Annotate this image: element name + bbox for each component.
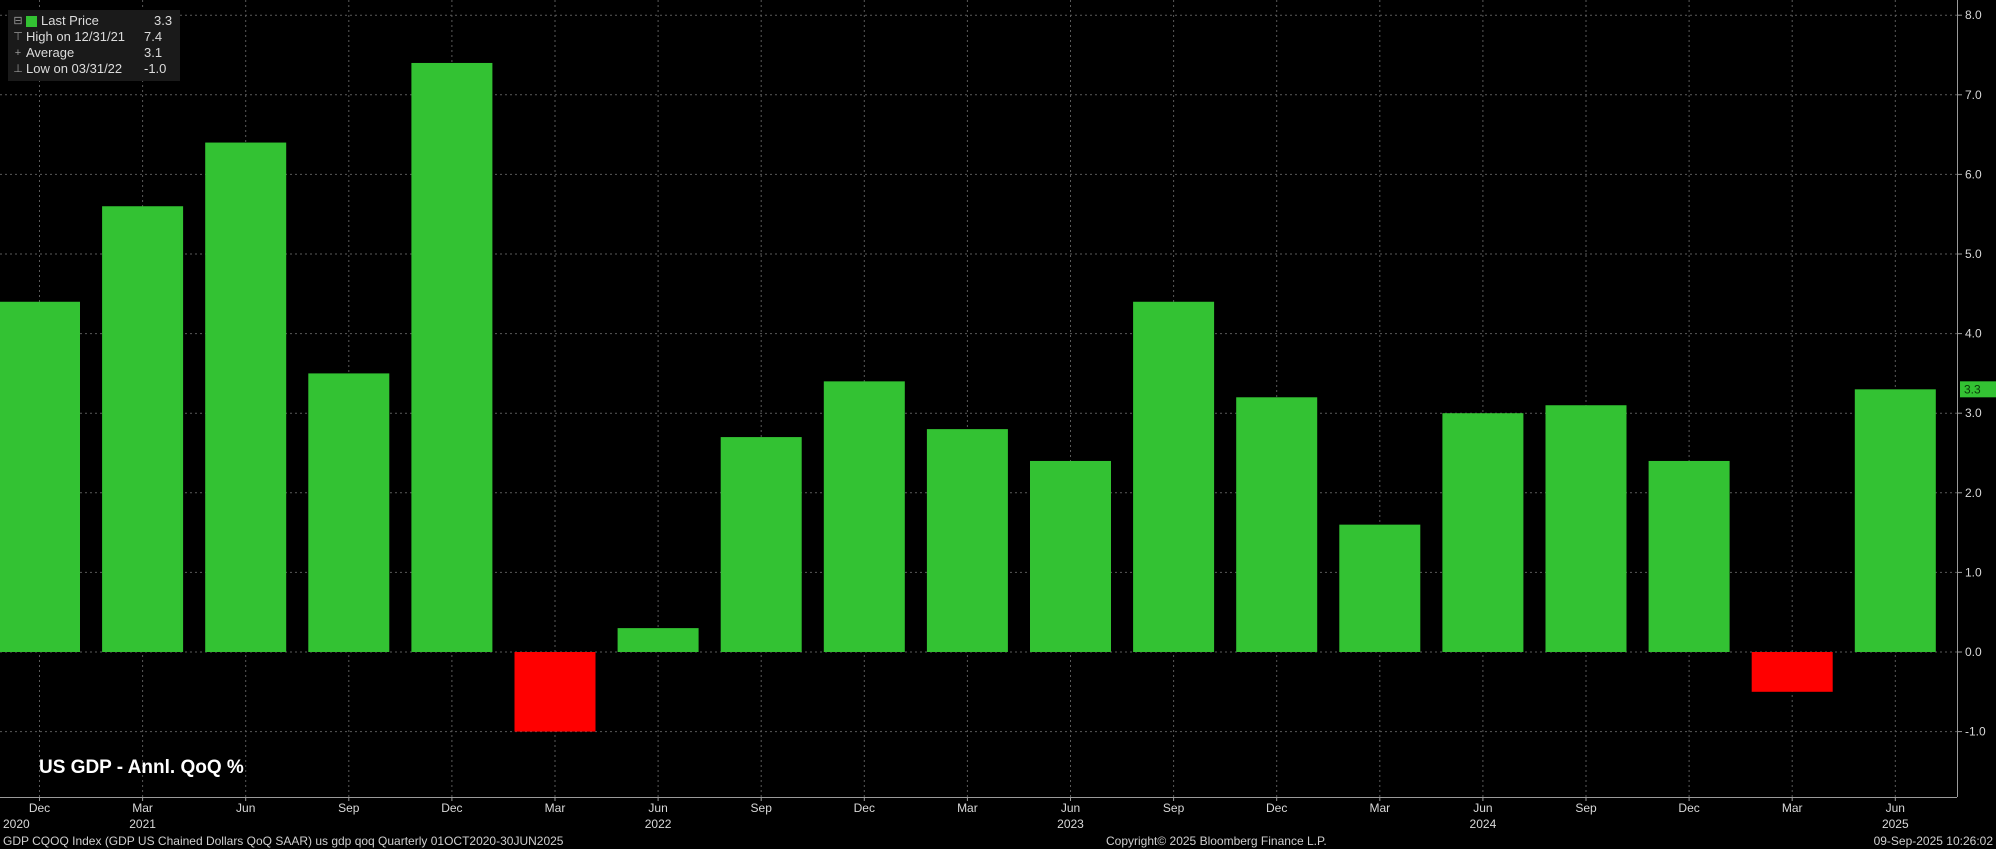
y-tick-label: 2.0 <box>1965 486 1982 500</box>
x-year-label: 2024 <box>1470 817 1497 831</box>
x-tick-label: Dec <box>854 801 875 815</box>
x-tick-label: Dec <box>441 801 462 815</box>
green-swatch-icon <box>26 15 37 27</box>
legend-average: + Average 3.1 <box>12 45 172 61</box>
y-tick-label: 7.0 <box>1965 88 1982 102</box>
legend-high-label: High on 12/31/21 <box>26 29 126 44</box>
bar <box>720 437 802 652</box>
bar <box>1751 652 1833 692</box>
x-year-label: 2021 <box>129 817 156 831</box>
footer-timestamp: 09-Sep-2025 10:26:02 <box>1873 834 1993 848</box>
legend-average-label: Average <box>26 45 75 60</box>
bar <box>308 373 390 652</box>
legend-high-value: 7.4 <box>144 29 163 44</box>
x-year-label: 2022 <box>645 817 672 831</box>
bar <box>411 62 493 652</box>
x-tick-label: Sep <box>338 801 360 815</box>
x-year-label: 2020 <box>3 817 30 831</box>
bar <box>1442 413 1524 652</box>
x-tick-label: Sep <box>1163 801 1185 815</box>
low-marker-icon: ⊥ <box>13 63 23 75</box>
bar <box>823 381 905 652</box>
x-tick-label: Jun <box>1473 801 1492 815</box>
legend-last-price: ⊟ Last Price 3.3 <box>12 13 172 29</box>
average-marker-icon: + <box>14 47 22 59</box>
x-tick-label: Mar <box>1782 801 1803 815</box>
x-year-label: 2025 <box>1882 817 1909 831</box>
y-tick-label: 0.0 <box>1965 645 1982 659</box>
x-tick-label: Sep <box>751 801 773 815</box>
bar <box>1545 405 1627 652</box>
bar <box>1236 397 1318 652</box>
bar <box>1030 460 1111 652</box>
x-tick-label: Mar <box>1369 801 1390 815</box>
high-marker-icon: ⊤ <box>13 31 23 43</box>
bar <box>1339 524 1421 652</box>
x-year-label: 2023 <box>1057 817 1084 831</box>
legend-last-price-value: 3.3 <box>154 13 173 28</box>
legend-last-price-label: Last Price <box>41 13 99 28</box>
last-value-marker <box>1960 381 1996 398</box>
footer-copyright: Copyright© 2025 Bloomberg Finance L.P. <box>1106 834 1327 848</box>
bar <box>514 652 596 732</box>
x-tick-label: Jun <box>1061 801 1080 815</box>
chart-title: US GDP - Annl. QoQ % <box>39 757 244 778</box>
bar <box>1648 460 1730 652</box>
y-tick-label: 3.0 <box>1965 406 1982 420</box>
legend-low: ⊥ Low on 03/31/22 -1.0 <box>12 61 172 77</box>
collapse-icon[interactable]: ⊟ <box>13 15 23 27</box>
y-tick-label: 5.0 <box>1965 247 1982 261</box>
x-tick-label: Dec <box>1678 801 1699 815</box>
footer-description: GDP CQOQ Index (GDP US Chained Dollars Q… <box>3 834 564 848</box>
last-value-label: 3.3 <box>1964 382 1981 396</box>
y-tick-label: -1.0 <box>1965 725 1986 739</box>
x-tick-label: Mar <box>132 801 153 815</box>
legend-high: ⊤ High on 12/31/21 7.4 <box>12 29 172 45</box>
footer-bar: GDP CQOQ Index (GDP US Chained Dollars Q… <box>0 833 1996 849</box>
bar <box>1133 301 1215 652</box>
legend-low-value: -1.0 <box>144 61 167 76</box>
bar <box>0 301 80 652</box>
x-tick-label: Sep <box>1575 801 1597 815</box>
y-tick-label: 1.0 <box>1965 565 1982 579</box>
bar <box>926 429 1008 652</box>
x-tick-label: Mar <box>957 801 978 815</box>
x-tick-label: Dec <box>29 801 50 815</box>
bar <box>102 206 184 653</box>
legend-average-value: 3.1 <box>144 45 163 60</box>
y-tick-label: 4.0 <box>1965 327 1982 341</box>
bar <box>205 142 287 652</box>
y-tick-label: 6.0 <box>1965 167 1982 181</box>
x-tick-label: Jun <box>1886 801 1905 815</box>
legend-low-label: Low on 03/31/22 <box>26 61 123 76</box>
legend: ⊟ Last Price 3.3 ⊤ High on 12/31/21 7.4 … <box>8 10 181 81</box>
x-tick-label: Dec <box>1266 801 1287 815</box>
x-tick-label: Jun <box>648 801 667 815</box>
y-tick-label: 8.0 <box>1965 8 1982 22</box>
x-tick-label: Mar <box>545 801 566 815</box>
x-tick-label: Jun <box>236 801 255 815</box>
bar <box>617 628 699 652</box>
bar <box>1854 389 1936 652</box>
